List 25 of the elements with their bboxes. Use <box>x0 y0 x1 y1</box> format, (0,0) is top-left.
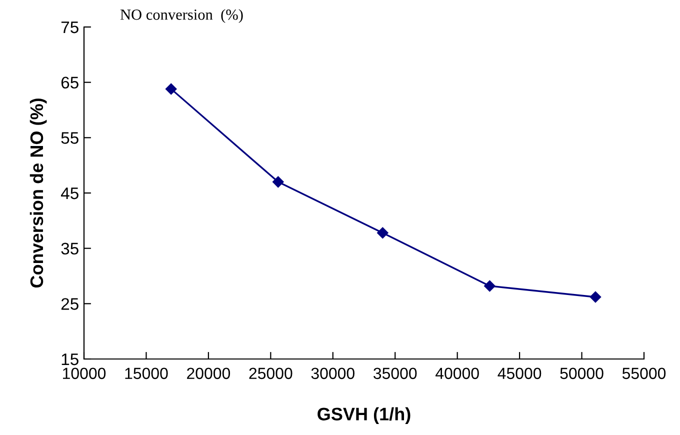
x-tick-label: 35000 <box>374 368 417 380</box>
point <box>484 280 496 292</box>
y-tick-label: 55 <box>61 132 78 144</box>
point <box>377 227 388 238</box>
y-tick-label: 75 <box>61 22 78 34</box>
x-tick-label: 30000 <box>311 368 354 380</box>
y-tick-label: 65 <box>61 76 78 89</box>
x-tick-label: 10000 <box>63 368 106 380</box>
x-tick-label: 55000 <box>622 368 666 380</box>
x-tick-label: 20000 <box>187 368 230 380</box>
y-tick-label: 35 <box>61 242 78 255</box>
x-tick-label: 15000 <box>125 368 168 380</box>
point <box>272 176 284 188</box>
y-tick-label: 15 <box>62 354 78 366</box>
x-tick-label: 25000 <box>249 368 292 380</box>
y-tick-label: 45 <box>60 188 78 200</box>
x-tick-label: 45000 <box>498 368 542 380</box>
x-axis-title: GSVH (1/h) <box>318 407 410 424</box>
point <box>166 83 177 95</box>
chart-title: NO conversion (%) <box>120 9 243 23</box>
point <box>590 291 602 303</box>
y-axis-title: Conversion de NO (%) <box>30 98 47 288</box>
x-tick-label: 40000 <box>435 368 479 380</box>
y-tick-label: 25 <box>61 298 78 310</box>
x-tick-label: 50000 <box>560 368 604 380</box>
